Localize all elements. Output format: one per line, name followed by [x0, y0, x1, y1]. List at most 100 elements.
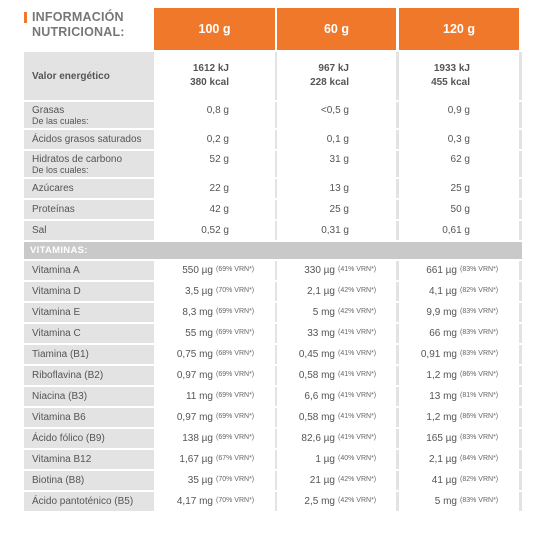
nutrient-value: 31 g	[329, 154, 349, 165]
column-header-100g: 100 g	[154, 8, 275, 50]
vitamin-amount: 82,6 µg	[301, 433, 335, 444]
energy-kj: 967 kJ	[318, 63, 349, 74]
vitamin-value-cell: 66 mg (83% VRN*)	[399, 324, 519, 343]
vitamin-amount: 4,17 mg	[176, 496, 213, 507]
vitamin-amount: 330 µg	[304, 265, 335, 276]
nutrient-value-cell: 25 g	[277, 200, 396, 219]
vitamin-label: Biotina (B8)	[32, 475, 85, 486]
title-text: INFORMACIÓN NUTRICIONAL:	[32, 10, 125, 39]
vitamin-value-cell: 330 µg (41% VRN*)	[277, 261, 396, 280]
nutrient-value-cell: 0,3 g	[399, 130, 519, 149]
nutrient-name: Azúcares	[32, 183, 74, 194]
nutrient-value-cell: 0,31 g	[277, 221, 396, 240]
vitamin-amount: 35 µg	[187, 475, 213, 486]
vitamin-vrn: (41% VRN*)	[338, 392, 377, 399]
vitamin-amount: 9,9 mg	[426, 307, 457, 318]
vitamin-vrn: (42% VRN*)	[338, 476, 377, 483]
energy-kcal: 228 kcal	[310, 77, 349, 88]
nutrition-table: INFORMACIÓN NUTRICIONAL: 100 g 60 g 120 …	[24, 8, 522, 511]
vitamin-value-cell: 0,91 mg (83% VRN*)	[399, 345, 519, 364]
vitamin-value-cell: 35 µg (70% VRN*)	[154, 471, 275, 490]
vitamin-value-cell: 550 µg (69% VRN*)	[154, 261, 275, 280]
nutrient-label: Azúcares	[24, 179, 152, 198]
nutrient-row: Sal 0,52 g 0,31 g 0,61 g	[24, 221, 522, 240]
vitamin-row: Vitamina B6 0,97 mg (69% VRN*) 0,58 mg (41% …	[24, 408, 522, 427]
vitamin-value-cell: 11 mg (69% VRN*)	[154, 387, 275, 406]
vitamin-amount: 2,1 µg	[428, 454, 457, 465]
energy-kcal: 380 kcal	[190, 77, 229, 88]
vitamin-amount: 138 µg	[182, 433, 213, 444]
vitamin-vrn: (69% VRN*)	[216, 371, 255, 378]
vitamin-amount: 41 µg	[431, 475, 457, 486]
nutrient-value: <0,5 g	[320, 105, 349, 116]
vitamin-row: Niacina (B3) 11 mg (69% VRN*) 6,6 mg (41% VR…	[24, 387, 522, 406]
vitamin-row: Ácido pantoténico (B5) 4,17 mg (70% VRN*) 2…	[24, 492, 522, 511]
vitamins-header: VITAMINAS:	[24, 242, 522, 259]
vitamin-row: Tiamina (B1) 0,75 mg (68% VRN*) 0,45 mg (41%…	[24, 345, 522, 364]
vitamin-label: Vitamina A	[32, 265, 80, 276]
nutrient-name: Grasas	[32, 104, 65, 116]
vitamin-row: Vitamina E 8,3 mg (69% VRN*) 5 mg (42% VRN*)…	[24, 303, 522, 322]
vitamin-vrn: (42% VRN*)	[338, 287, 377, 294]
vitamin-amount: 1,67 µg	[179, 454, 213, 465]
vitamin-vrn: (69% VRN*)	[216, 413, 255, 420]
nutrient-sublabel: De los cuales:	[32, 164, 89, 175]
vitamin-amount: 66 mg	[429, 328, 457, 339]
vitamin-vrn: (41% VRN*)	[338, 350, 377, 357]
vitamin-label: Riboflavina (B2)	[32, 370, 104, 381]
vitamin-amount: 2,5 mg	[304, 496, 335, 507]
vitamin-amount: 0,45 mg	[298, 349, 335, 360]
vitamin-value-cell: 21 µg (42% VRN*)	[277, 471, 396, 490]
vitamin-vrn: (70% VRN*)	[216, 476, 255, 483]
vitamin-vrn: (69% VRN*)	[216, 434, 255, 441]
vitamin-vrn: (41% VRN*)	[338, 329, 377, 336]
nutrient-value: 0,9 g	[447, 105, 470, 116]
vitamin-value-cell: 1,2 mg (86% VRN*)	[399, 408, 519, 427]
vitamin-amount: 11 mg	[185, 391, 213, 402]
vitamin-value-cell: 41 µg (82% VRN*)	[399, 471, 519, 490]
vitamin-value-cell: 0,58 mg (41% VRN*)	[277, 408, 396, 427]
energy-kj: 1612 kJ	[192, 63, 229, 74]
vitamin-label: Ácido pantoténico (B5)	[32, 496, 134, 507]
vitamin-value-cell: 8,3 mg (69% VRN*)	[154, 303, 275, 322]
vitamin-vrn: (83% VRN*)	[460, 350, 499, 357]
vitamin-vrn: (83% VRN*)	[460, 329, 499, 336]
vitamin-vrn: (86% VRN*)	[460, 371, 499, 378]
nutrient-value: 0,31 g	[321, 225, 349, 236]
vitamin-vrn: (83% VRN*)	[460, 266, 499, 273]
nutrient-value-cell: 62 g	[399, 151, 519, 177]
energy-row: Valor energético 1612 kJ 380 kcal 967 kJ 2…	[24, 52, 522, 100]
nutrient-value: 0,1 g	[326, 134, 349, 145]
vitamin-amount: 21 µg	[309, 475, 335, 486]
nutrient-value-cell: 31 g	[277, 151, 396, 177]
energy-cell: 1933 kJ 455 kcal	[399, 52, 519, 100]
vitamin-value-cell: 9,9 mg (83% VRN*)	[399, 303, 519, 322]
nutrient-row: Grasas De las cuales: 0,8 g <0,5 g 0,9 g	[24, 102, 522, 128]
nutrient-value-cell: 0,1 g	[277, 130, 396, 149]
vitamin-amount: 2,1 µg	[306, 286, 335, 297]
vitamin-value-cell: 0,58 mg (41% VRN*)	[277, 366, 396, 385]
nutrient-value: 25 g	[329, 204, 349, 215]
energy-kj: 1933 kJ	[433, 63, 470, 74]
vitamin-value-cell: 1 µg (40% VRN*)	[277, 450, 396, 469]
nutrient-value: 42 g	[209, 204, 229, 215]
energy-label: Valor energético	[32, 70, 110, 82]
nutrient-value-cell: 50 g	[399, 200, 519, 219]
vitamin-amount: 55 mg	[185, 328, 213, 339]
vitamin-vrn: (70% VRN*)	[216, 497, 255, 504]
nutrient-name: Proteínas	[32, 204, 75, 215]
vitamin-value-cell: 661 µg (83% VRN*)	[399, 261, 519, 280]
vitamin-label: Ácido fólico (B9)	[32, 433, 105, 444]
vitamin-value-cell: 0,97 mg (69% VRN*)	[154, 366, 275, 385]
vitamin-vrn: (41% VRN*)	[338, 371, 377, 378]
nutrient-name: Ácidos grasos saturados	[32, 134, 142, 145]
nutrient-row: Hidratos de carbono De los cuales: 52 g 31 …	[24, 151, 522, 177]
vitamin-amount: 33 mg	[307, 328, 335, 339]
vitamin-value-cell: 0,75 mg (68% VRN*)	[154, 345, 275, 364]
vitamin-amount: 1 µg	[315, 454, 335, 465]
vitamin-amount: 3,5 µg	[184, 286, 213, 297]
vitamin-value-cell: 0,45 mg (41% VRN*)	[277, 345, 396, 364]
vitamin-label: Vitamina E	[32, 307, 81, 318]
vitamin-vrn: (69% VRN*)	[216, 392, 255, 399]
vitamin-row: Vitamina D 3,5 µg (70% VRN*) 2,1 µg (42% VRN…	[24, 282, 522, 301]
